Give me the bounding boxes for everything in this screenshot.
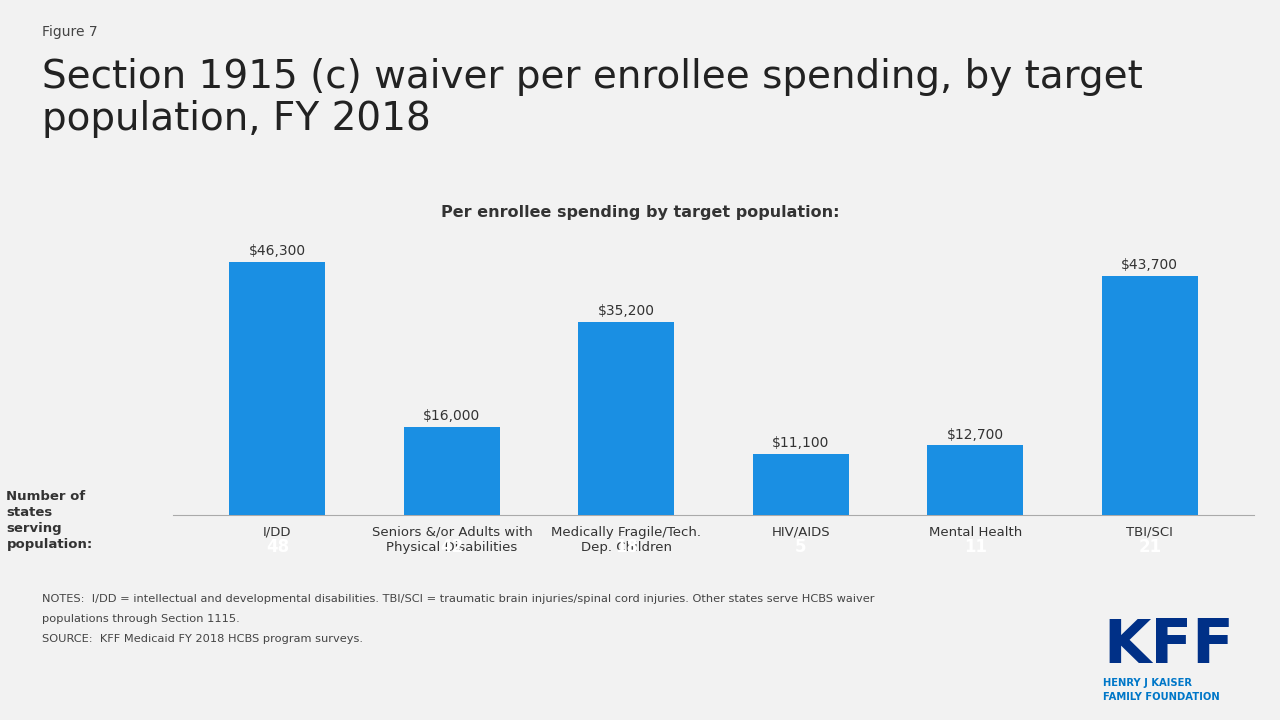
- Text: KFF: KFF: [1103, 617, 1234, 676]
- Text: Section 1915 (c) waiver per enrollee spending, by target
population, FY 2018: Section 1915 (c) waiver per enrollee spe…: [42, 58, 1143, 138]
- Bar: [927, 446, 1023, 515]
- Text: HENRY J KAISER
FAMILY FOUNDATION: HENRY J KAISER FAMILY FOUNDATION: [1103, 678, 1220, 701]
- Text: $35,200: $35,200: [598, 305, 655, 318]
- Text: Number of
states
serving
population:: Number of states serving population:: [6, 490, 92, 551]
- Text: 48: 48: [266, 539, 289, 556]
- Text: 21: 21: [1138, 539, 1161, 556]
- Text: Figure 7: Figure 7: [42, 25, 97, 39]
- Text: 11: 11: [964, 539, 987, 556]
- Text: 5: 5: [795, 539, 806, 556]
- Text: SOURCE:  KFF Medicaid FY 2018 HCBS program surveys.: SOURCE: KFF Medicaid FY 2018 HCBS progra…: [42, 634, 364, 644]
- Text: NOTES:  I/DD = intellectual and developmental disabilities. TBI/SCI = traumatic : NOTES: I/DD = intellectual and developme…: [42, 594, 874, 604]
- Bar: [579, 323, 675, 515]
- Text: $11,100: $11,100: [772, 436, 829, 450]
- Text: 18: 18: [614, 539, 637, 556]
- Text: $46,300: $46,300: [248, 244, 306, 258]
- Text: populations through Section 1115.: populations through Section 1115.: [42, 614, 239, 624]
- Bar: [1102, 276, 1198, 515]
- Text: $12,700: $12,700: [947, 428, 1004, 441]
- Text: $16,000: $16,000: [424, 410, 480, 423]
- Text: $43,700: $43,700: [1121, 258, 1178, 272]
- Bar: [229, 261, 325, 515]
- Text: 42: 42: [440, 539, 463, 556]
- Bar: [753, 454, 849, 515]
- Text: Per enrollee spending by target population:: Per enrollee spending by target populati…: [440, 204, 840, 220]
- Bar: [404, 427, 500, 515]
